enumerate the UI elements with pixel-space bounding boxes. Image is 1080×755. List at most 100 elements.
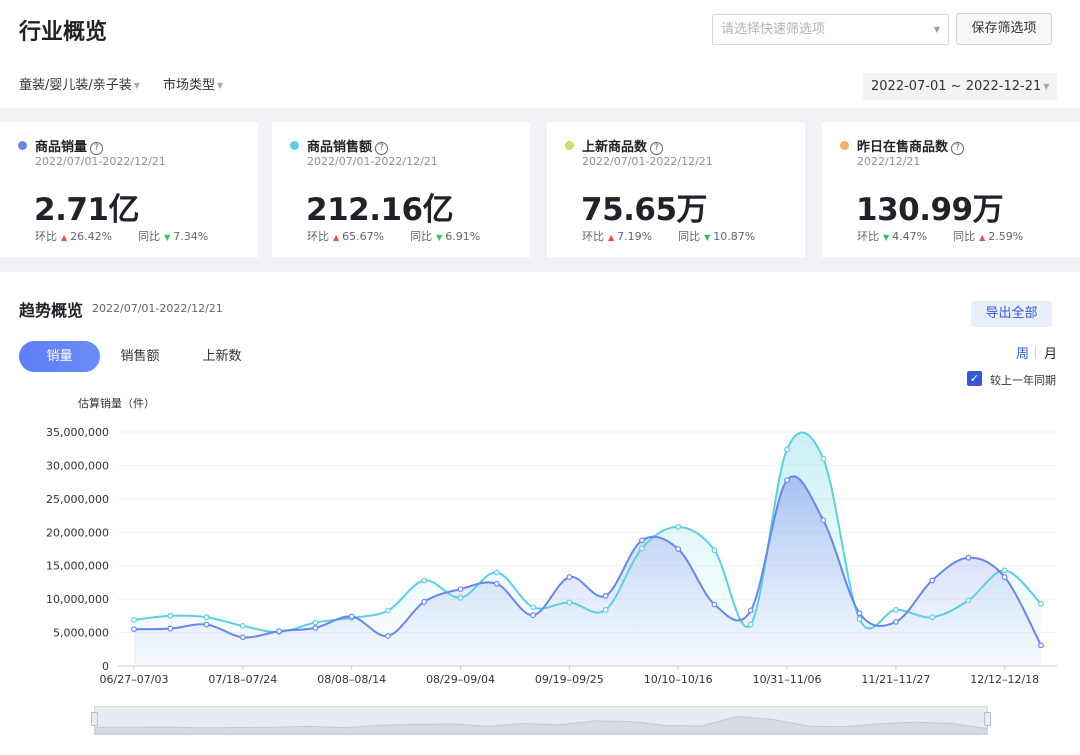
- data-point[interactable]: [1001, 567, 1008, 574]
- help-icon[interactable]: ?: [90, 142, 104, 155]
- export-all-button[interactable]: 导出全部: [971, 301, 1052, 327]
- data-point[interactable]: [892, 606, 899, 613]
- arrow-down-icon: ▼: [704, 233, 711, 242]
- data-point[interactable]: [856, 610, 863, 617]
- data-point[interactable]: [530, 612, 536, 619]
- data-point[interactable]: [276, 628, 283, 635]
- data-point[interactable]: [602, 592, 609, 599]
- arrow-up-icon: ▲: [608, 233, 615, 242]
- data-point[interactable]: [530, 604, 536, 611]
- series-dot-icon: [565, 141, 574, 150]
- x-tick-label: 07/18–07/24: [208, 673, 277, 686]
- data-point[interactable]: [385, 633, 391, 639]
- data-point[interactable]: [639, 545, 645, 552]
- quick-filter-select[interactable]: 请选择快速筛选项 ▼: [712, 14, 949, 45]
- data-point[interactable]: [421, 598, 428, 605]
- chart-zoom-slider[interactable]: [91, 706, 991, 735]
- arrow-up-icon: ▲: [61, 233, 68, 242]
- data-point[interactable]: [566, 599, 573, 606]
- quick-filter-placeholder: 请选择快速筛选项: [721, 22, 826, 37]
- data-point[interactable]: [457, 594, 464, 601]
- data-point[interactable]: [820, 455, 827, 462]
- slider-right-handle[interactable]: [984, 712, 991, 726]
- metric-card-sales-amount[interactable]: 商品销售额? 2022/07/01-2022/12/21 212.16亿 环比 ▲…: [272, 122, 530, 257]
- data-point[interactable]: [747, 607, 754, 614]
- data-point[interactable]: [602, 606, 609, 613]
- data-point[interactable]: [239, 634, 246, 641]
- data-point[interactable]: [312, 624, 319, 631]
- data-point[interactable]: [965, 554, 972, 561]
- data-point[interactable]: [1038, 642, 1044, 649]
- tab-new-items[interactable]: 上新数: [202, 349, 242, 364]
- data-point[interactable]: [493, 569, 500, 576]
- data-point[interactable]: [131, 626, 137, 633]
- data-point[interactable]: [131, 616, 137, 623]
- chevron-down-icon: ▼: [133, 81, 140, 90]
- data-point[interactable]: [566, 574, 573, 580]
- data-point[interactable]: [892, 618, 899, 625]
- market-type-filter[interactable]: 市场类型 ▼: [163, 74, 223, 93]
- data-point[interactable]: [856, 616, 863, 623]
- data-point[interactable]: [929, 614, 936, 621]
- data-point[interactable]: [820, 517, 827, 524]
- trend-chart[interactable]: 估算销量（件） 0 5,000,000 10,000,000 15,000,000 20…: [0, 390, 1080, 690]
- date-range-picker[interactable]: 2022-07-01 ~ 2022-12-21 ▼: [863, 73, 1057, 100]
- data-point[interactable]: [493, 580, 500, 587]
- data-point[interactable]: [675, 546, 682, 552]
- save-filter-button[interactable]: 保存筛选项: [956, 13, 1052, 45]
- metric-compare: 环比 ▲ 65.67% 同比 ▼ 6.91%: [307, 230, 481, 243]
- data-point[interactable]: [639, 537, 645, 544]
- series-dot-icon: [840, 141, 849, 150]
- help-icon[interactable]: ?: [650, 142, 664, 155]
- data-point[interactable]: [711, 547, 718, 554]
- data-point[interactable]: [1001, 574, 1008, 580]
- metric-card-new-items[interactable]: 上新商品数? 2022/07/01-2022/12/21 75.65万 环比 ▲ 7…: [547, 122, 805, 257]
- trend-range: 2022/07/01-2022/12/21: [92, 302, 223, 315]
- metric-card-on-sale-items[interactable]: 昨日在售商品数? 2022/12/21 130.99万 环比 ▼ 4.47% 同比 ▲ 2…: [822, 122, 1080, 257]
- category-filter[interactable]: 童装/婴儿装/亲子装 ▼: [19, 74, 140, 93]
- data-point[interactable]: [711, 601, 718, 608]
- slider-preview: [95, 715, 987, 734]
- series-line-1[interactable]: [133, 431, 1042, 633]
- data-point[interactable]: [421, 577, 428, 584]
- metric-card-sales-volume[interactable]: 商品销量? 2022/07/01-2022/12/21 2.71亿 环比 ▲ 26.…: [0, 122, 258, 257]
- data-point[interactable]: [747, 621, 754, 628]
- y-tick-label: 30,000,000: [46, 459, 109, 472]
- data-point[interactable]: [929, 577, 936, 584]
- metric-compare: 环比 ▲ 7.19% 同比 ▼ 10.87%: [582, 230, 756, 243]
- compare-checkbox[interactable]: ✓: [967, 371, 982, 386]
- x-tick-label: 08/29–09/04: [426, 673, 495, 686]
- y-tick-label: 35,000,000: [46, 426, 109, 439]
- period-week-toggle[interactable]: 周: [1016, 347, 1030, 362]
- data-point[interactable]: [784, 446, 790, 453]
- data-point[interactable]: [385, 607, 391, 614]
- tab-sales-amount[interactable]: 销售额: [120, 349, 160, 364]
- data-point[interactable]: [348, 613, 355, 620]
- data-point[interactable]: [675, 524, 682, 530]
- data-point[interactable]: [312, 619, 319, 626]
- data-point[interactable]: [239, 622, 246, 629]
- help-icon[interactable]: ?: [375, 142, 389, 155]
- data-point[interactable]: [784, 477, 790, 484]
- tab-sales-volume[interactable]: 销量: [19, 341, 100, 372]
- data-point[interactable]: [203, 621, 210, 628]
- data-point[interactable]: [1038, 600, 1044, 607]
- data-point[interactable]: [203, 614, 210, 621]
- arrow-down-icon: ▼: [436, 233, 443, 242]
- data-point[interactable]: [965, 597, 972, 604]
- metric-value: 212.16亿: [306, 192, 454, 228]
- market-type-label: 市场类型: [163, 78, 216, 93]
- data-point[interactable]: [457, 586, 464, 593]
- slider-left-handle[interactable]: [91, 712, 98, 726]
- period-month-toggle[interactable]: 月: [1044, 347, 1058, 362]
- data-point[interactable]: [167, 612, 174, 619]
- page-title: 行业概览: [19, 20, 108, 45]
- help-icon[interactable]: ?: [951, 142, 965, 155]
- metric-label: 上新商品数?: [582, 136, 664, 155]
- chevron-down-icon: ▼: [933, 25, 940, 34]
- series-dot-icon: [290, 141, 299, 150]
- metric-label: 商品销售额?: [307, 136, 389, 155]
- arrow-up-icon: ▲: [333, 233, 340, 242]
- arrow-down-icon: ▼: [883, 233, 890, 242]
- data-point[interactable]: [167, 625, 174, 632]
